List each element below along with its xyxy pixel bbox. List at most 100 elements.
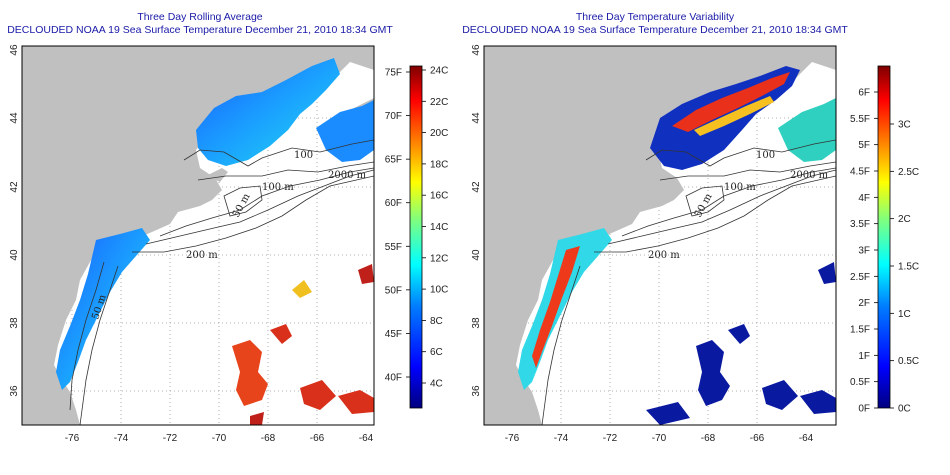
left-x-tick: -66: [310, 433, 325, 444]
colorbar-label: 3C: [898, 120, 911, 131]
left-y-tick: 46: [9, 44, 20, 56]
colorbar-label: 0.5C: [898, 356, 919, 367]
left-sst-offshore-warm: [232, 340, 268, 406]
left-y-tick: 38: [9, 317, 20, 329]
colorbar-label: 10C: [430, 285, 448, 296]
left-land-mass: [22, 46, 374, 425]
right-y-tick: 36: [471, 385, 482, 397]
left-contour-label-200m: 200 m: [186, 250, 218, 261]
left-x-tick: -72: [163, 433, 178, 444]
left-sst-scotian-shelf: [316, 100, 374, 162]
left-sst-red-patches: [250, 264, 374, 425]
left-y-tick: 44: [9, 112, 20, 124]
colorbar-label: 50F: [385, 285, 402, 296]
colorbar-label: 5.5F: [850, 114, 870, 125]
left-x-tick: -70: [212, 433, 227, 444]
right-map-panel: 100 100 m 2000 m 50 m 200 m -76 -74 -72 …: [471, 44, 919, 444]
left-y-tick: 36: [9, 385, 20, 397]
colorbar-label: 1.5F: [850, 325, 870, 336]
left-sst-offshore-yellow: [292, 280, 312, 298]
left-sst-gulf-of-maine: [196, 58, 340, 166]
right-colorbar-celsius-labels: 3C 2.5C 2C 1.5C 1C 0.5C 0C: [890, 120, 919, 415]
right-x-tick: -72: [603, 433, 618, 444]
left-contour-label-100: 100: [294, 150, 313, 161]
right-x-axis: -76 -74 -72 -70 -68 -66 -64: [505, 433, 814, 444]
colorbar-label: 12C: [430, 253, 448, 264]
colorbar-label: 3F: [858, 246, 870, 257]
right-y-tick: 42: [471, 181, 482, 193]
colorbar-label: 0F: [858, 404, 870, 415]
colorbar-label: 6F: [858, 88, 870, 99]
right-var-scotian-shelf: [778, 98, 836, 162]
colorbar-label: 2C: [898, 214, 911, 225]
right-y-tick: 40: [471, 249, 482, 261]
colorbar-label: 18C: [430, 159, 448, 170]
left-colorbar: [409, 65, 423, 409]
left-contour-label-100m: 100 m: [262, 182, 294, 193]
right-contour-label-100: 100: [756, 150, 775, 161]
colorbar-label: 16C: [430, 191, 448, 202]
colorbar-label: 2.5C: [898, 167, 919, 178]
colorbar-label: 65F: [385, 155, 402, 166]
right-contour-label-100m: 100 m: [724, 182, 756, 193]
right-x-tick: -70: [652, 433, 667, 444]
colorbar-label: 5F: [858, 140, 870, 151]
right-y-axis: 36 38 40 42 44 46: [471, 44, 482, 397]
left-x-axis: -76 -74 -72 -70 -68 -66 -64: [65, 433, 374, 444]
colorbar-label: 70F: [385, 111, 402, 122]
colorbar-label: 4F: [858, 193, 870, 204]
right-map-title: Three Day Temperature Variability DECLOU…: [455, 11, 855, 37]
right-title-line1: Three Day Temperature Variability: [575, 11, 735, 23]
right-y-tick: 46: [471, 44, 482, 56]
right-y-tick: 38: [471, 317, 482, 329]
right-var-mid-band: [694, 96, 774, 136]
colorbar-label: 0.5F: [850, 377, 870, 388]
right-x-tick: -68: [701, 433, 716, 444]
colorbar-label: 0C: [898, 404, 911, 415]
left-x-tick: -76: [65, 433, 80, 444]
colorbar-label: 4.5F: [850, 167, 870, 178]
right-land-mass: [484, 46, 836, 425]
left-title-line1: Three Day Rolling Average: [137, 11, 263, 23]
right-var-hot-band: [672, 72, 790, 132]
colorbar-label: 40F: [385, 373, 402, 384]
right-var-offshore-low: [646, 262, 836, 425]
colorbar-label: 22C: [430, 97, 448, 108]
left-y-tick: 42: [9, 181, 20, 193]
right-x-tick: -76: [505, 433, 520, 444]
left-colorbar-celsius-labels: 24C 22C 20C 18C 16C 14C 12C 10C 8C 6C 4C: [422, 66, 448, 390]
right-contour-label-200m: 200 m: [648, 250, 680, 261]
colorbar-label: 2.5F: [850, 272, 870, 283]
colorbar-label: 20C: [430, 128, 448, 139]
left-map-panel: 100 100 m 2000 m 50 m 200 m 50 m -76 -74…: [9, 44, 448, 444]
right-var-coastal-core: [532, 246, 580, 368]
colorbar-label: 1.5C: [898, 262, 919, 273]
left-sst-coastal-band: [56, 228, 150, 390]
right-contour-label-2000m: 2000 m: [790, 170, 829, 181]
colorbar-label: 24C: [430, 66, 448, 77]
colorbar-label: 14C: [430, 222, 448, 233]
colorbar-label: 45F: [385, 329, 402, 340]
right-x-tick: -64: [799, 433, 814, 444]
right-colorbar-fahrenheit-labels: 6F 5.5F 5F 4.5F 4F 3.5F 3F 2.5F 2F 1.5F 1F 0.5F 0F: [850, 88, 878, 415]
right-bathymetry-contours: [541, 139, 836, 425]
right-title-line2: DECLOUDED NOAA 19 Sea Surface Temperatur…: [462, 24, 848, 36]
colorbar-label: 1C: [898, 309, 911, 320]
right-colorbar: [877, 65, 891, 409]
left-map-title: Three Day Rolling Average DECLOUDED NOAA…: [0, 11, 400, 37]
colorbar-label: 1F: [858, 351, 870, 362]
colorbar-label: 3.5F: [850, 219, 870, 230]
right-x-tick: -74: [554, 433, 569, 444]
left-x-tick: -68: [261, 433, 276, 444]
colorbar-label: 75F: [385, 68, 402, 79]
left-y-tick: 40: [9, 249, 20, 261]
left-x-tick: -74: [114, 433, 129, 444]
left-title-line2: DECLOUDED NOAA 19 Sea Surface Temperatur…: [7, 24, 393, 36]
left-y-axis: 36 38 40 42 44 46: [9, 44, 20, 397]
colorbar-label: 4C: [430, 379, 443, 390]
left-contour-label-2000m: 2000 m: [328, 170, 367, 181]
colorbar-label: 6C: [430, 347, 443, 358]
left-cape-cod: [206, 168, 228, 182]
left-colorbar-fahrenheit-labels: 75F 70F 65F 60F 55F 50F 45F 40F: [385, 68, 410, 384]
